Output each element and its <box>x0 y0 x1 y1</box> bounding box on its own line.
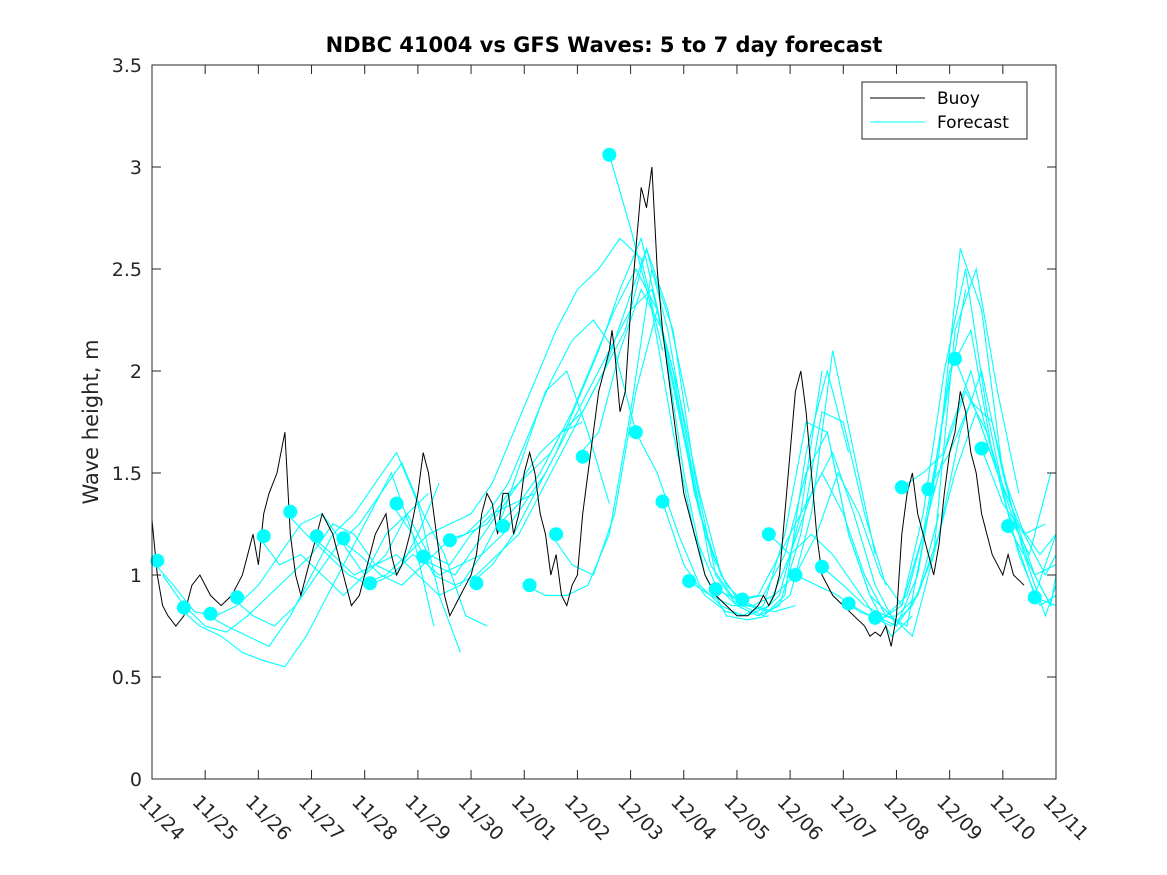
forecast-point <box>735 592 750 607</box>
forecast-point <box>522 578 537 593</box>
forecast-line-32 <box>954 358 1057 556</box>
forecast-point <box>256 529 271 544</box>
forecast-point <box>921 482 936 497</box>
forecast-line-11 <box>390 246 690 586</box>
chart-title: NDBC 41004 vs GFS Waves: 5 to 7 day fore… <box>326 33 883 57</box>
y-tick-label: 1.5 <box>112 463 142 485</box>
forecast-line-28 <box>848 410 1057 627</box>
forecast-line-5 <box>231 461 488 627</box>
forecast-point <box>708 582 723 597</box>
forecast-line-14 <box>470 236 769 621</box>
y-tick-label: 0.5 <box>112 667 142 689</box>
forecast-point <box>788 568 803 582</box>
plot-area <box>152 65 1056 779</box>
forecast-point <box>309 529 324 544</box>
forecast-point <box>655 494 670 509</box>
forecast-point <box>442 533 457 548</box>
forecast-line-1 <box>151 493 429 617</box>
forecast-point <box>815 559 829 574</box>
forecast-line-7 <box>284 421 583 586</box>
forecast-line-10 <box>364 237 664 584</box>
forecast-line-24 <box>742 266 1020 638</box>
forecast-point <box>948 351 962 366</box>
forecast-line-27 <box>821 369 1057 617</box>
legend: Buoy Forecast <box>861 81 1028 140</box>
forecast-line-3 <box>178 471 435 668</box>
legend-forecast-label: Forecast <box>937 113 1009 133</box>
y-tick-label: 3 <box>130 157 142 179</box>
forecast-point <box>230 590 245 605</box>
forecast-point <box>602 147 617 162</box>
forecast-point <box>416 549 431 564</box>
forecast-point <box>176 600 191 615</box>
forecast-point <box>575 449 590 464</box>
forecast-point <box>336 531 351 546</box>
forecast-point <box>496 519 510 533</box>
y-tick-label: 0 <box>130 769 142 791</box>
forecast-point <box>1001 519 1016 533</box>
forecast-point <box>283 504 298 519</box>
legend-buoy-label: Buoy <box>937 89 980 109</box>
forecast-point <box>150 553 165 568</box>
y-tick-label: 2.5 <box>112 259 142 281</box>
y-axis-label: Wave height, m <box>79 339 103 504</box>
forecast-point <box>389 496 404 511</box>
forecast-point <box>682 574 697 589</box>
forecast-line-18 <box>576 288 876 613</box>
forecast-line-33 <box>981 448 1057 577</box>
forecast-point <box>868 610 883 625</box>
y-tick-label: 1 <box>130 565 142 587</box>
forecast-line-16 <box>523 268 823 617</box>
forecast-line-34 <box>1007 525 1057 608</box>
forecast-line-23 <box>715 328 993 627</box>
axes-box <box>151 64 1057 780</box>
buoy-line <box>151 166 1025 647</box>
forecast-point <box>974 441 989 456</box>
y-tick-label: 3.5 <box>112 55 142 77</box>
forecast-point <box>203 606 218 621</box>
forecast-point <box>1027 590 1042 605</box>
forecast-point <box>841 596 856 611</box>
forecast-line-6 <box>257 492 536 597</box>
forecast-line-19 <box>608 154 887 617</box>
series-layer <box>150 147 1057 668</box>
forecast-point <box>469 576 484 591</box>
forecast-line-8 <box>311 370 610 597</box>
forecast-line-9 <box>337 319 637 586</box>
forecast-point <box>894 480 909 495</box>
legend-box <box>861 81 1028 140</box>
forecast-point <box>549 527 564 542</box>
forecast-point <box>363 576 377 591</box>
y-tick-label: 2 <box>130 361 142 383</box>
forecast-point <box>761 527 776 542</box>
forecast-line-25 <box>768 248 1046 627</box>
forecast-point <box>628 425 643 440</box>
